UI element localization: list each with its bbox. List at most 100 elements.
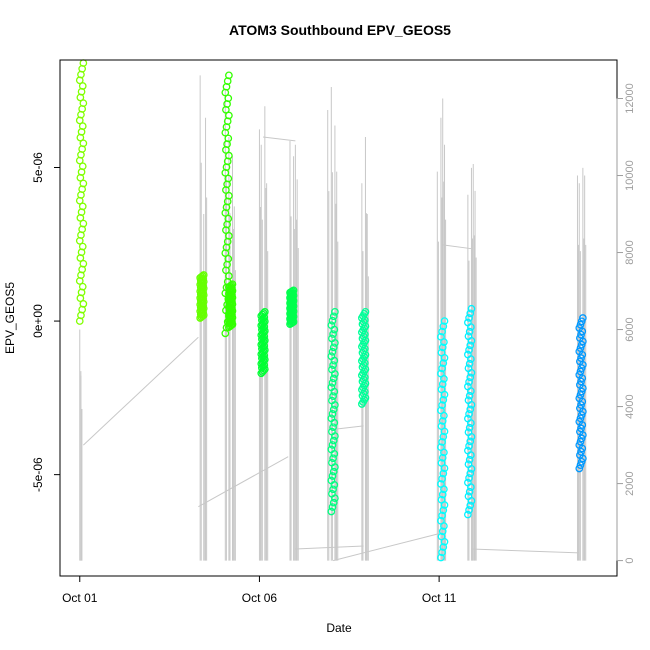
data-point xyxy=(438,527,447,536)
data-point xyxy=(465,474,473,482)
data-point xyxy=(464,446,472,455)
data-point xyxy=(328,347,337,356)
data-point xyxy=(465,423,474,432)
data-point xyxy=(576,344,585,352)
data-point xyxy=(329,485,337,494)
data-point xyxy=(465,410,473,418)
data-point xyxy=(466,405,475,414)
data-point xyxy=(437,385,446,394)
data-point xyxy=(329,361,337,369)
altitude-trace xyxy=(79,75,587,562)
data-point xyxy=(575,417,584,426)
data-point xyxy=(438,548,446,557)
data-point xyxy=(439,469,448,478)
data-point xyxy=(329,436,338,445)
altitude-transit xyxy=(198,456,289,508)
data-point xyxy=(329,312,338,321)
data-point xyxy=(328,378,337,387)
data-point xyxy=(329,392,337,401)
y2-tick-label: 6000 xyxy=(624,317,636,341)
data-point xyxy=(438,380,447,388)
data-point xyxy=(576,427,584,436)
data-point xyxy=(439,543,448,551)
data-point xyxy=(466,309,475,318)
data-point xyxy=(464,350,472,359)
data-point xyxy=(328,427,336,436)
data-point xyxy=(464,396,473,405)
data-point xyxy=(439,359,448,367)
data-point xyxy=(465,487,474,496)
data-point xyxy=(198,275,206,284)
data-point xyxy=(437,443,445,452)
data-point xyxy=(437,495,446,504)
y-axis-label: EPV_GEOS5 xyxy=(3,282,17,354)
data-point xyxy=(225,232,233,240)
data-point xyxy=(577,340,586,349)
data-point xyxy=(329,330,337,338)
data-point xyxy=(466,469,475,478)
data-point xyxy=(576,391,585,399)
data-point xyxy=(464,318,472,327)
data-point xyxy=(327,476,336,485)
data-point xyxy=(329,498,338,507)
data-point xyxy=(464,414,472,423)
data-point xyxy=(224,254,233,263)
data-point xyxy=(577,411,586,419)
data-point xyxy=(329,374,338,383)
data-point xyxy=(466,373,475,382)
data-point xyxy=(361,308,370,316)
data-point xyxy=(576,334,584,342)
altitude-transit xyxy=(332,533,440,562)
data-point xyxy=(328,365,336,374)
data-point xyxy=(329,454,337,463)
x-tick-label: Oct 01 xyxy=(62,591,98,605)
data-point xyxy=(579,314,587,322)
data-point xyxy=(577,317,586,326)
data-point xyxy=(575,441,584,449)
data-point xyxy=(464,364,473,373)
data-point xyxy=(226,285,235,293)
data-point xyxy=(577,330,585,339)
data-point xyxy=(439,506,448,515)
data-point xyxy=(577,424,585,433)
data-point xyxy=(327,414,336,423)
data-point xyxy=(577,447,585,456)
data-point xyxy=(465,442,473,450)
data-point xyxy=(78,202,87,211)
data-point xyxy=(576,381,584,389)
data-point xyxy=(437,516,445,525)
x-axis-label: Date xyxy=(326,621,352,635)
data-point xyxy=(576,404,584,413)
data-point xyxy=(328,489,336,498)
data-point xyxy=(438,438,446,446)
data-point xyxy=(328,410,337,418)
data-point xyxy=(576,437,585,446)
altitude-transit xyxy=(442,244,472,250)
data-point xyxy=(78,162,87,171)
y2-tick-label: 12000 xyxy=(624,83,636,114)
data-point xyxy=(438,453,447,462)
data-point xyxy=(327,383,336,392)
data-point xyxy=(437,480,445,488)
data-point xyxy=(437,459,446,467)
data-point xyxy=(575,347,584,356)
y2-axis: 0 2000 4000 6000 8000 10000 12000 xyxy=(616,83,636,564)
data-point xyxy=(438,343,447,352)
data-point xyxy=(79,99,88,108)
data-point xyxy=(438,364,446,373)
data-point xyxy=(224,174,233,183)
data-point xyxy=(576,357,584,366)
data-point xyxy=(78,82,87,90)
data-point xyxy=(328,441,337,449)
data-point xyxy=(437,422,446,431)
data-point xyxy=(439,432,448,441)
data-point xyxy=(439,322,448,331)
data-point xyxy=(438,401,446,410)
data-point xyxy=(465,314,473,322)
data-point xyxy=(78,242,87,251)
data-point xyxy=(328,334,336,343)
data-point xyxy=(465,346,473,354)
data-point xyxy=(78,282,87,291)
data-point xyxy=(577,377,585,386)
